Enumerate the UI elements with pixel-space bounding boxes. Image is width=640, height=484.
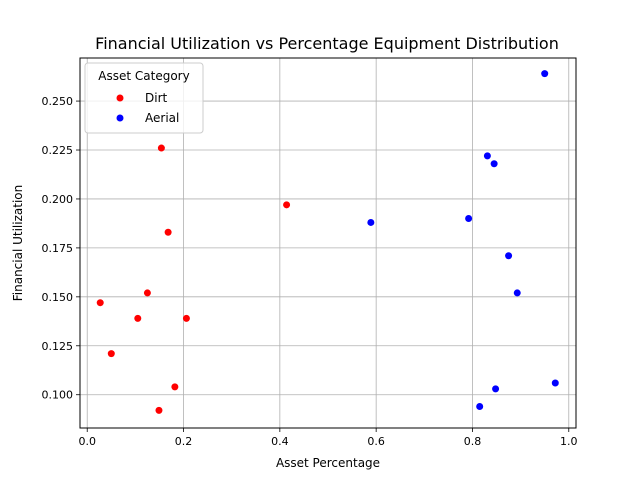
plot-frame — [79, 57, 577, 429]
data-point-dirt — [283, 201, 291, 209]
y-tick-label: 0.175 — [42, 242, 74, 255]
data-point-aerial — [505, 252, 513, 260]
y-tick-label: 0.225 — [42, 144, 74, 157]
legend-title: Asset Category — [98, 69, 189, 83]
data-point-dirt — [171, 383, 179, 391]
legend-box — [84, 62, 204, 134]
legend-marker-dirt — [116, 94, 124, 102]
y-tick-label: 0.250 — [42, 95, 74, 108]
data-point-aerial — [367, 218, 375, 226]
data-point-dirt — [134, 314, 142, 322]
data-point-aerial — [492, 385, 500, 393]
x-tick-label: 0.8 — [464, 435, 482, 448]
x-tick-label: 0.4 — [271, 435, 289, 448]
y-tick-label: 0.150 — [42, 291, 74, 304]
data-point-aerial — [476, 402, 484, 410]
data-point-aerial — [490, 160, 498, 168]
x-tick-label: 0.6 — [367, 435, 385, 448]
axis-ticks: 0.0 0.2 0.4 0.6 0.8 1.0 0.100 0.125 0.150 0.175 0.… — [42, 95, 578, 448]
data-point-dirt — [107, 350, 115, 358]
data-point-aerial — [483, 152, 491, 160]
x-tick-label: 0.2 — [175, 435, 193, 448]
data-point-aerial — [541, 70, 549, 78]
legend-label-dirt: Dirt — [145, 91, 168, 105]
data-point-aerial — [465, 215, 473, 223]
legend-label-aerial: Aerial — [145, 111, 179, 125]
y-tick-label: 0.125 — [42, 340, 74, 353]
legend-marker-aerial — [116, 114, 124, 122]
y-tick-label: 0.100 — [42, 389, 74, 402]
data-points — [96, 70, 559, 414]
data-point-aerial — [513, 289, 521, 297]
y-tick-label: 0.200 — [42, 193, 74, 206]
data-point-dirt — [96, 299, 104, 307]
data-point-dirt — [143, 289, 151, 297]
data-point-aerial — [551, 379, 559, 387]
x-tick-label: 0.0 — [78, 435, 96, 448]
data-point-dirt — [155, 406, 163, 414]
data-point-dirt — [157, 144, 165, 152]
x-axis-label: Asset Percentage — [276, 456, 380, 470]
data-point-dirt — [182, 314, 190, 322]
y-axis-label: Financial Utilization — [11, 185, 25, 302]
x-tick-label: 1.0 — [560, 435, 578, 448]
legend: Asset Category Dirt Aerial — [84, 62, 204, 134]
chart-title: Financial Utilization vs Percentage Equi… — [95, 34, 559, 53]
data-point-dirt — [164, 228, 172, 236]
